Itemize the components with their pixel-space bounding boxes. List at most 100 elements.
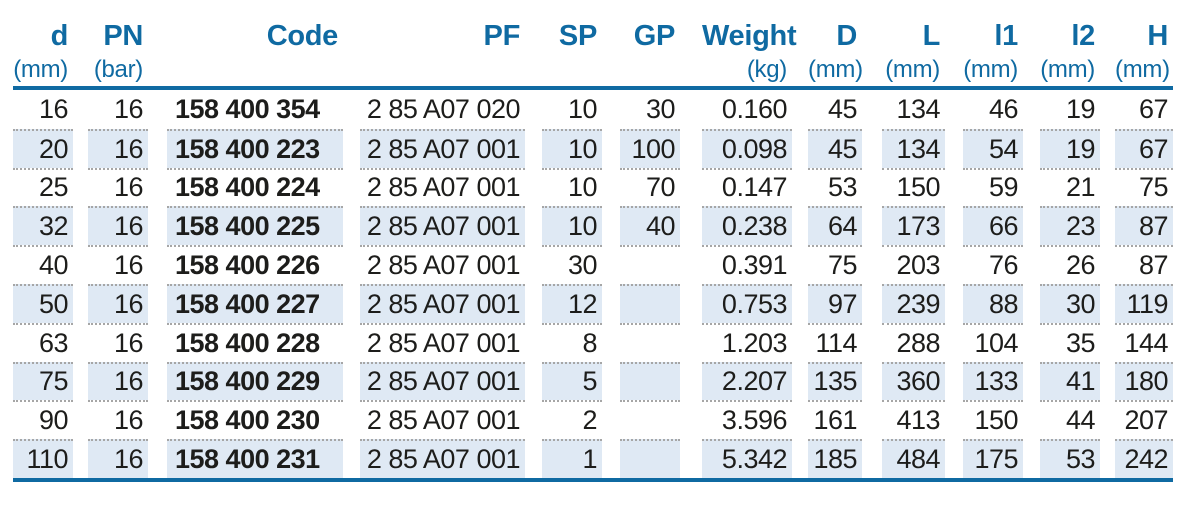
cell-pn: 16 xyxy=(88,128,148,168)
cell-code: 158 400 231 xyxy=(167,439,343,478)
column-label-L: L xyxy=(922,20,941,52)
cell-pn: 16 xyxy=(88,361,148,401)
cell-weight: 3.596 xyxy=(702,400,792,439)
cell-weight: 0.753 xyxy=(702,283,792,323)
cell-pn: 16 xyxy=(88,206,148,246)
table-row: 25 16 158 400 224 2 85 A07 001 10 70 0.147 53 15… xyxy=(13,167,1173,207)
cell-D: 135 xyxy=(808,361,862,401)
cell-sp: 30 xyxy=(542,245,602,284)
cell-pf: 2 85 A07 001 xyxy=(360,206,525,246)
column-label-d: d xyxy=(50,20,69,52)
cell-D: 53 xyxy=(808,167,862,207)
column-label-pf: PF xyxy=(483,20,521,52)
cell-D: 185 xyxy=(808,439,862,478)
cell-l2: 26 xyxy=(1040,245,1100,284)
cell-pn: 16 xyxy=(88,400,148,439)
column-label-code: Code xyxy=(266,20,339,52)
cell-sp: 12 xyxy=(542,283,602,323)
column-label-l2: l2 xyxy=(1071,20,1095,52)
cell-l1: 175 xyxy=(963,439,1023,478)
cell-d: 50 xyxy=(13,283,73,323)
cell-code: 158 400 354 xyxy=(175,93,320,124)
column-header-H: H (mm) xyxy=(1115,18,1173,86)
cell-H: 87 xyxy=(1115,245,1173,284)
table-row: 40 16 158 400 226 2 85 A07 001 30 0.391 75 203 7… xyxy=(13,245,1173,284)
cell-sp: 8 xyxy=(542,322,602,362)
cell-D: 97 xyxy=(808,283,862,323)
cell-l2: 21 xyxy=(1040,167,1100,207)
table-header-row: d (mm) PN (bar) Code PF SP GP Weight (kg) D (mm) L (m… xyxy=(13,0,1173,90)
cell-pf: 2 85 A07 001 xyxy=(360,167,525,207)
cell-l2: 19 xyxy=(1065,93,1096,124)
column-header-gp: GP xyxy=(620,18,680,86)
cell-L: 288 xyxy=(882,322,945,362)
cell-weight: 0.238 xyxy=(702,206,792,246)
cell-L: 239 xyxy=(882,283,945,323)
cell-l1: 133 xyxy=(963,361,1023,401)
cell-gp xyxy=(620,439,680,478)
column-header-l1: l1 (mm) xyxy=(963,18,1023,86)
cell-code: 158 400 223 xyxy=(167,128,343,168)
cell-gp xyxy=(620,283,680,323)
cell-d: 25 xyxy=(13,167,73,207)
cell-pf: 2 85 A07 001 xyxy=(360,128,525,168)
cell-d: 63 xyxy=(13,322,73,362)
column-header-sp: SP xyxy=(542,18,602,86)
cell-code: 158 400 225 xyxy=(167,206,343,246)
cell-l1: 150 xyxy=(963,400,1023,439)
cell-H: 119 xyxy=(1115,283,1173,323)
cell-l1: 59 xyxy=(963,167,1023,207)
cell-gp: 30 xyxy=(645,93,676,124)
column-label-l1: l1 xyxy=(994,20,1018,52)
table-row: 20 16 158 400 223 2 85 A07 001 10 100 0.098 45 1… xyxy=(13,128,1173,168)
table-row: 63 16 158 400 228 2 85 A07 001 8 1.203 114 288 1… xyxy=(13,322,1173,362)
column-unit-code xyxy=(167,54,338,86)
cell-weight: 0.098 xyxy=(702,128,792,168)
table-row: 50 16 158 400 227 2 85 A07 001 12 0.753 97 239 8… xyxy=(13,283,1173,323)
cell-d: 16 xyxy=(38,93,69,124)
cell-pf: 2 85 A07 001 xyxy=(360,245,525,284)
cell-L: 203 xyxy=(882,245,945,284)
table-body: 16 16 158 400 354 2 85 A07 020 10 30 0.160 45 13… xyxy=(13,90,1173,482)
cell-D: 45 xyxy=(827,93,858,124)
table-row: 75 16 158 400 229 2 85 A07 001 5 2.207 135 360 1… xyxy=(13,361,1173,401)
cell-gp xyxy=(620,322,680,362)
cell-weight: 0.160 xyxy=(721,93,788,124)
cell-pf: 2 85 A07 001 xyxy=(360,400,525,439)
column-unit-pn: (bar) xyxy=(93,56,143,83)
cell-gp xyxy=(620,361,680,401)
cell-gp: 100 xyxy=(620,128,680,168)
column-unit-D: (mm) xyxy=(808,56,863,83)
cell-L: 360 xyxy=(882,361,945,401)
cell-weight: 0.391 xyxy=(702,245,792,284)
cell-H: 242 xyxy=(1115,439,1173,478)
column-unit-weight: (kg) xyxy=(746,56,787,83)
cell-pf: 2 85 A07 001 xyxy=(360,322,525,362)
column-label-pn: PN xyxy=(103,20,143,52)
cell-H: 67 xyxy=(1138,93,1169,124)
table-row: 16 16 158 400 354 2 85 A07 020 10 30 0.160 45 13… xyxy=(13,90,1173,129)
column-unit-gp xyxy=(620,54,675,86)
cell-sp: 1 xyxy=(542,439,602,478)
column-label-sp: SP xyxy=(558,20,597,52)
cell-d: 110 xyxy=(13,439,73,478)
cell-L: 484 xyxy=(882,439,945,478)
column-label-weight: Weight xyxy=(702,20,797,52)
cell-l2: 19 xyxy=(1040,128,1100,168)
cell-pf: 2 85 A07 001 xyxy=(360,439,525,478)
cell-sp: 10 xyxy=(567,93,598,124)
cell-pf: 2 85 A07 001 xyxy=(360,283,525,323)
cell-l2: 44 xyxy=(1040,400,1100,439)
cell-l2: 41 xyxy=(1040,361,1100,401)
column-header-d: d (mm) xyxy=(13,18,73,86)
cell-pf: 2 85 A07 001 xyxy=(360,361,525,401)
cell-d: 32 xyxy=(13,206,73,246)
cell-weight: 5.342 xyxy=(702,439,792,478)
cell-L: 134 xyxy=(882,128,945,168)
cell-l1: 104 xyxy=(963,322,1023,362)
table-row: 90 16 158 400 230 2 85 A07 001 2 3.596 161 413 1… xyxy=(13,400,1173,439)
column-label-H: H xyxy=(1147,20,1168,52)
cell-d: 40 xyxy=(13,245,73,284)
cell-sp: 10 xyxy=(542,167,602,207)
column-unit-sp xyxy=(542,54,597,86)
